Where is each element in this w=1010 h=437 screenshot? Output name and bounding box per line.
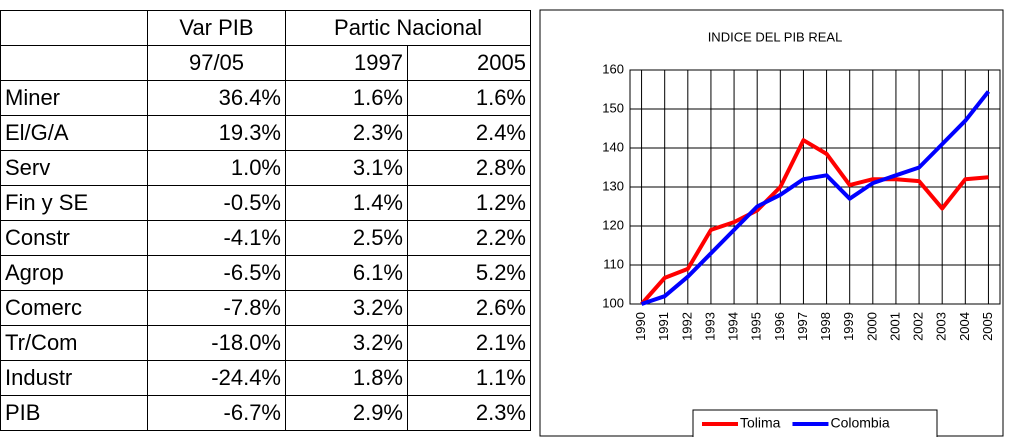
table-cell: 3.2% (285, 325, 408, 361)
table-row: Comerc -7.8% 3.2% 2.6% (0, 290, 531, 326)
table-cell: -6.5% (147, 255, 286, 291)
x-tick-label: 1992 (679, 312, 694, 341)
table-cell: 36.4% (147, 80, 286, 116)
plot-frame (629, 69, 1001, 305)
table-cell: 2.9% (285, 395, 408, 431)
x-tick-label: 2004 (957, 312, 972, 341)
y-tick-label: 130 (602, 178, 624, 193)
table-row: Miner 36.4% 1.6% 1.6% (0, 80, 531, 116)
y-tick-label: 150 (602, 100, 624, 115)
table-cell: 2.6% (407, 290, 531, 326)
table-cell: 1.6% (285, 80, 408, 116)
x-tick-label: 2003 (934, 312, 949, 341)
table-cell: Comerc (0, 290, 148, 326)
table-row: Fin y SE -0.5% 1.4% 1.2% (0, 185, 531, 221)
table-cell: Constr (0, 220, 148, 256)
x-tick-label: 2000 (864, 312, 879, 341)
legend-label: Colombia (830, 415, 889, 431)
table-row: Tr/Com -18.0% 3.2% 2.1% (0, 325, 531, 361)
table-row: El/G/A 19.3% 2.3% 2.4% (0, 115, 531, 151)
header-cell: 1997 (285, 45, 408, 81)
table-cell: -6.7% (147, 395, 286, 431)
x-tick-label: 2005 (980, 312, 995, 341)
chart-title: INDICE DEL PIB REAL (708, 29, 843, 44)
y-tick-label: 140 (602, 139, 624, 154)
legend-label: Tolima (740, 415, 781, 431)
x-tick-label: 1995 (749, 312, 764, 341)
x-tick-label: 1997 (795, 312, 810, 341)
x-tick-label: 1999 (841, 312, 856, 341)
y-tick-label: 120 (602, 217, 624, 232)
table-cell: 2.3% (285, 115, 408, 151)
table-cell: Serv (0, 150, 148, 186)
table-cell: Miner (0, 80, 148, 116)
series-line (640, 90, 991, 306)
table-cell: -7.8% (147, 290, 286, 326)
table-cell: -0.5% (147, 185, 286, 221)
x-tick-label: 1990 (633, 312, 648, 341)
table-cell: Agrop (0, 255, 148, 291)
table-cell: PIB (0, 395, 148, 431)
header-cell (0, 45, 148, 81)
table-cell: 2.3% (407, 395, 531, 431)
y-tick-label: 100 (602, 295, 624, 310)
table-cell: 1.2% (407, 185, 531, 221)
table-row: PIB -6.7% 2.9% 2.3% (0, 395, 531, 431)
x-tick-label: 1994 (726, 312, 741, 341)
table-cell: 1.1% (407, 360, 531, 396)
table-cell: -18.0% (147, 325, 286, 361)
table-cell: 6.1% (285, 255, 408, 291)
x-tick-label: 2001 (887, 312, 902, 341)
x-tick-label: 1993 (702, 312, 717, 341)
x-tick-label: 1996 (772, 312, 787, 341)
data-table: Var PIB Partic Nacional 97/05 1997 2005 Min… (0, 10, 531, 431)
header-cell: 97/05 (147, 45, 286, 81)
x-tick-label: 2002 (911, 312, 926, 341)
x-tick-label: 1998 (818, 312, 833, 341)
table-cell: El/G/A (0, 115, 148, 151)
x-tick-label: 1991 (656, 312, 671, 341)
y-tick-label: 110 (603, 256, 624, 271)
table-cell: 19.3% (147, 115, 286, 151)
table-cell: 3.2% (285, 290, 408, 326)
series-line (640, 138, 989, 306)
y-tick-label: 160 (602, 61, 624, 76)
table-body: Miner 36.4% 1.6% 1.6% El/G/A 19.3% 2.3% 2.4% Ser… (0, 80, 531, 431)
table-cell: -24.4% (147, 360, 286, 396)
